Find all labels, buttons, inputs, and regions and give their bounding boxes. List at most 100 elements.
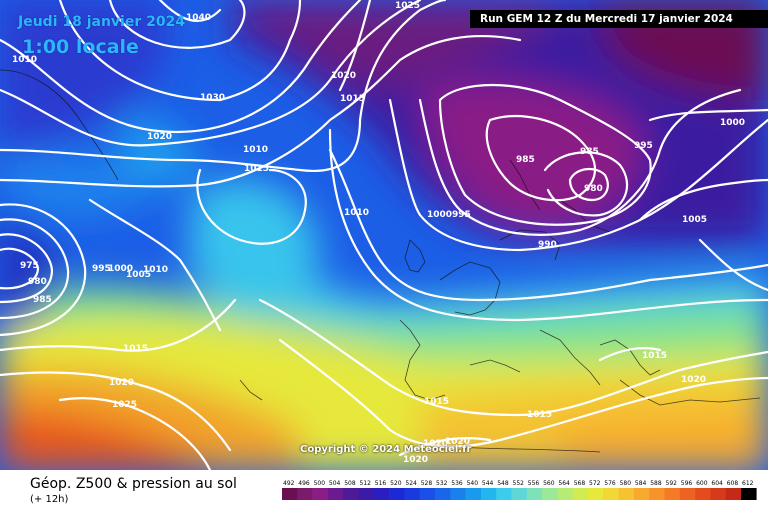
legend-swatch [618,488,635,500]
isobar-1025c [58,397,212,470]
legend-swatch [725,488,742,500]
geopotential-map: 1040 1025 1010 1020 1015 1030 1020 1010 1015 1000… [0,0,768,470]
legend-swatch [465,488,482,500]
isobar-label: 995 [452,210,471,220]
isobar-label: 1000 [427,210,452,220]
legend-swatch [373,488,390,500]
isobar-1040 [158,0,222,22]
legend-swatch [542,488,558,500]
isobar-label: 1015 [340,94,365,104]
map-title: Géop. Z500 & pression au sol [30,476,237,492]
legend-tick-label: 512 [360,480,372,487]
copyright-notice: Copyright © 2024 Meteociel.fr [300,444,472,455]
isobar-1015b [196,168,307,245]
isobar-lines [0,0,768,470]
legend-swatch [435,488,451,500]
isobar-label: 995 [92,264,111,274]
legend-swatch [297,488,313,500]
isobar-1020d [398,437,492,457]
isobar-low-west-985 [0,218,70,320]
isobar-1015 [0,0,447,172]
legend-swatch [679,488,696,500]
isobar-label: 1015 [527,410,552,420]
legend-swatch [557,488,573,500]
legend-tick-label: 532 [436,480,448,487]
isobar-ne-1000 [648,108,768,122]
legend-tick-label: 556 [528,480,540,487]
isobar-label: 1010 [143,265,168,275]
isobar-label: 1025 [395,1,420,11]
legend-tick-label: 580 [620,480,632,487]
legend-tick-label: 604 [711,480,723,487]
legend-swatch [526,488,543,500]
isobar-low-west-990 [0,203,87,337]
isobar-label: 1015 [424,397,449,407]
forecast-time: 1:00 locale [22,36,139,58]
isobar-label: 1020 [681,375,706,385]
legend-swatch [603,488,619,500]
legend-swatch [649,488,665,500]
color-field [0,0,768,470]
isobar-1000 [388,98,768,252]
isobar-1020b [338,0,372,92]
isobar-label: 1020 [445,437,470,447]
isobar-980 [568,167,609,202]
isobar-1020c [0,371,232,452]
isobar-south-1020 [278,338,768,448]
legend-swatch [358,488,375,500]
isobar-label: 1010 [243,145,268,155]
isobar-1035 [108,0,246,49]
isobar-1020 [0,0,422,147]
isobar-1025 [0,0,362,134]
isobar-label: 1005 [126,270,151,280]
legend-tick-label: 584 [635,480,647,487]
legend-tick-label: 520 [390,480,402,487]
isobar-label: 1015 [244,164,269,174]
forecast-date: Jeudi 18 janvier 2024 [18,14,186,30]
isobar-south-1015 [258,298,768,417]
isobar-label: 985 [33,295,52,305]
isobar-labels: 1040 1025 1010 1020 1015 1030 1020 1010 1015 1000… [12,1,745,465]
legend-swatch [419,488,436,500]
isobar-1005 [328,128,768,322]
legend-tick-label: 500 [314,480,326,487]
legend-tick-label: 596 [681,480,693,487]
map-subtitle: (+ 12h) [30,494,69,505]
legend-swatch [450,488,466,500]
isobar-label: 1020 [109,378,134,388]
isobar-label: 985 [516,155,535,165]
legend-tick-label: 536 [451,480,463,487]
isobar-ne-1005 [638,178,768,222]
isobar-1010b [88,198,222,332]
legend-tick-label: 548 [497,480,509,487]
legend-tick-label: 592 [666,480,678,487]
legend-tick-label: 528 [421,480,433,487]
legend-swatch [480,488,497,500]
isobar-1030 [58,0,302,102]
isobar-label: 1000 [720,118,745,128]
legend-swatch [496,488,512,500]
legend-swatches [282,488,757,500]
legend-tick-label: 576 [604,480,616,487]
isobar-ne-a [698,238,768,292]
legend-tick-label: 492 [283,480,295,487]
legend-swatch [588,488,604,500]
legend-tick-label: 564 [558,480,570,487]
legend-tick-label: 540 [467,480,479,487]
isobar-label: 1040 [186,13,211,23]
legend-tick-label: 568 [574,480,586,487]
isobar-985 [485,114,596,202]
model-run-label: Run GEM 12 Z du Mercredi 17 janvier 2024 [470,10,768,28]
legend-tick-label: 588 [650,480,662,487]
isobar-se-1015 [598,346,662,362]
isobar-label: 1020 [403,455,428,465]
legend-tick-label: 560 [543,480,555,487]
legend-tick-label: 508 [344,480,356,487]
isobar-1010 [0,34,522,188]
legend-tick-label: 524 [405,480,417,487]
isobar-label: 1015 [123,344,148,354]
legend-swatch [282,488,298,500]
isobar-label: 975 [20,261,39,271]
legend-tick-label: 544 [482,480,494,487]
